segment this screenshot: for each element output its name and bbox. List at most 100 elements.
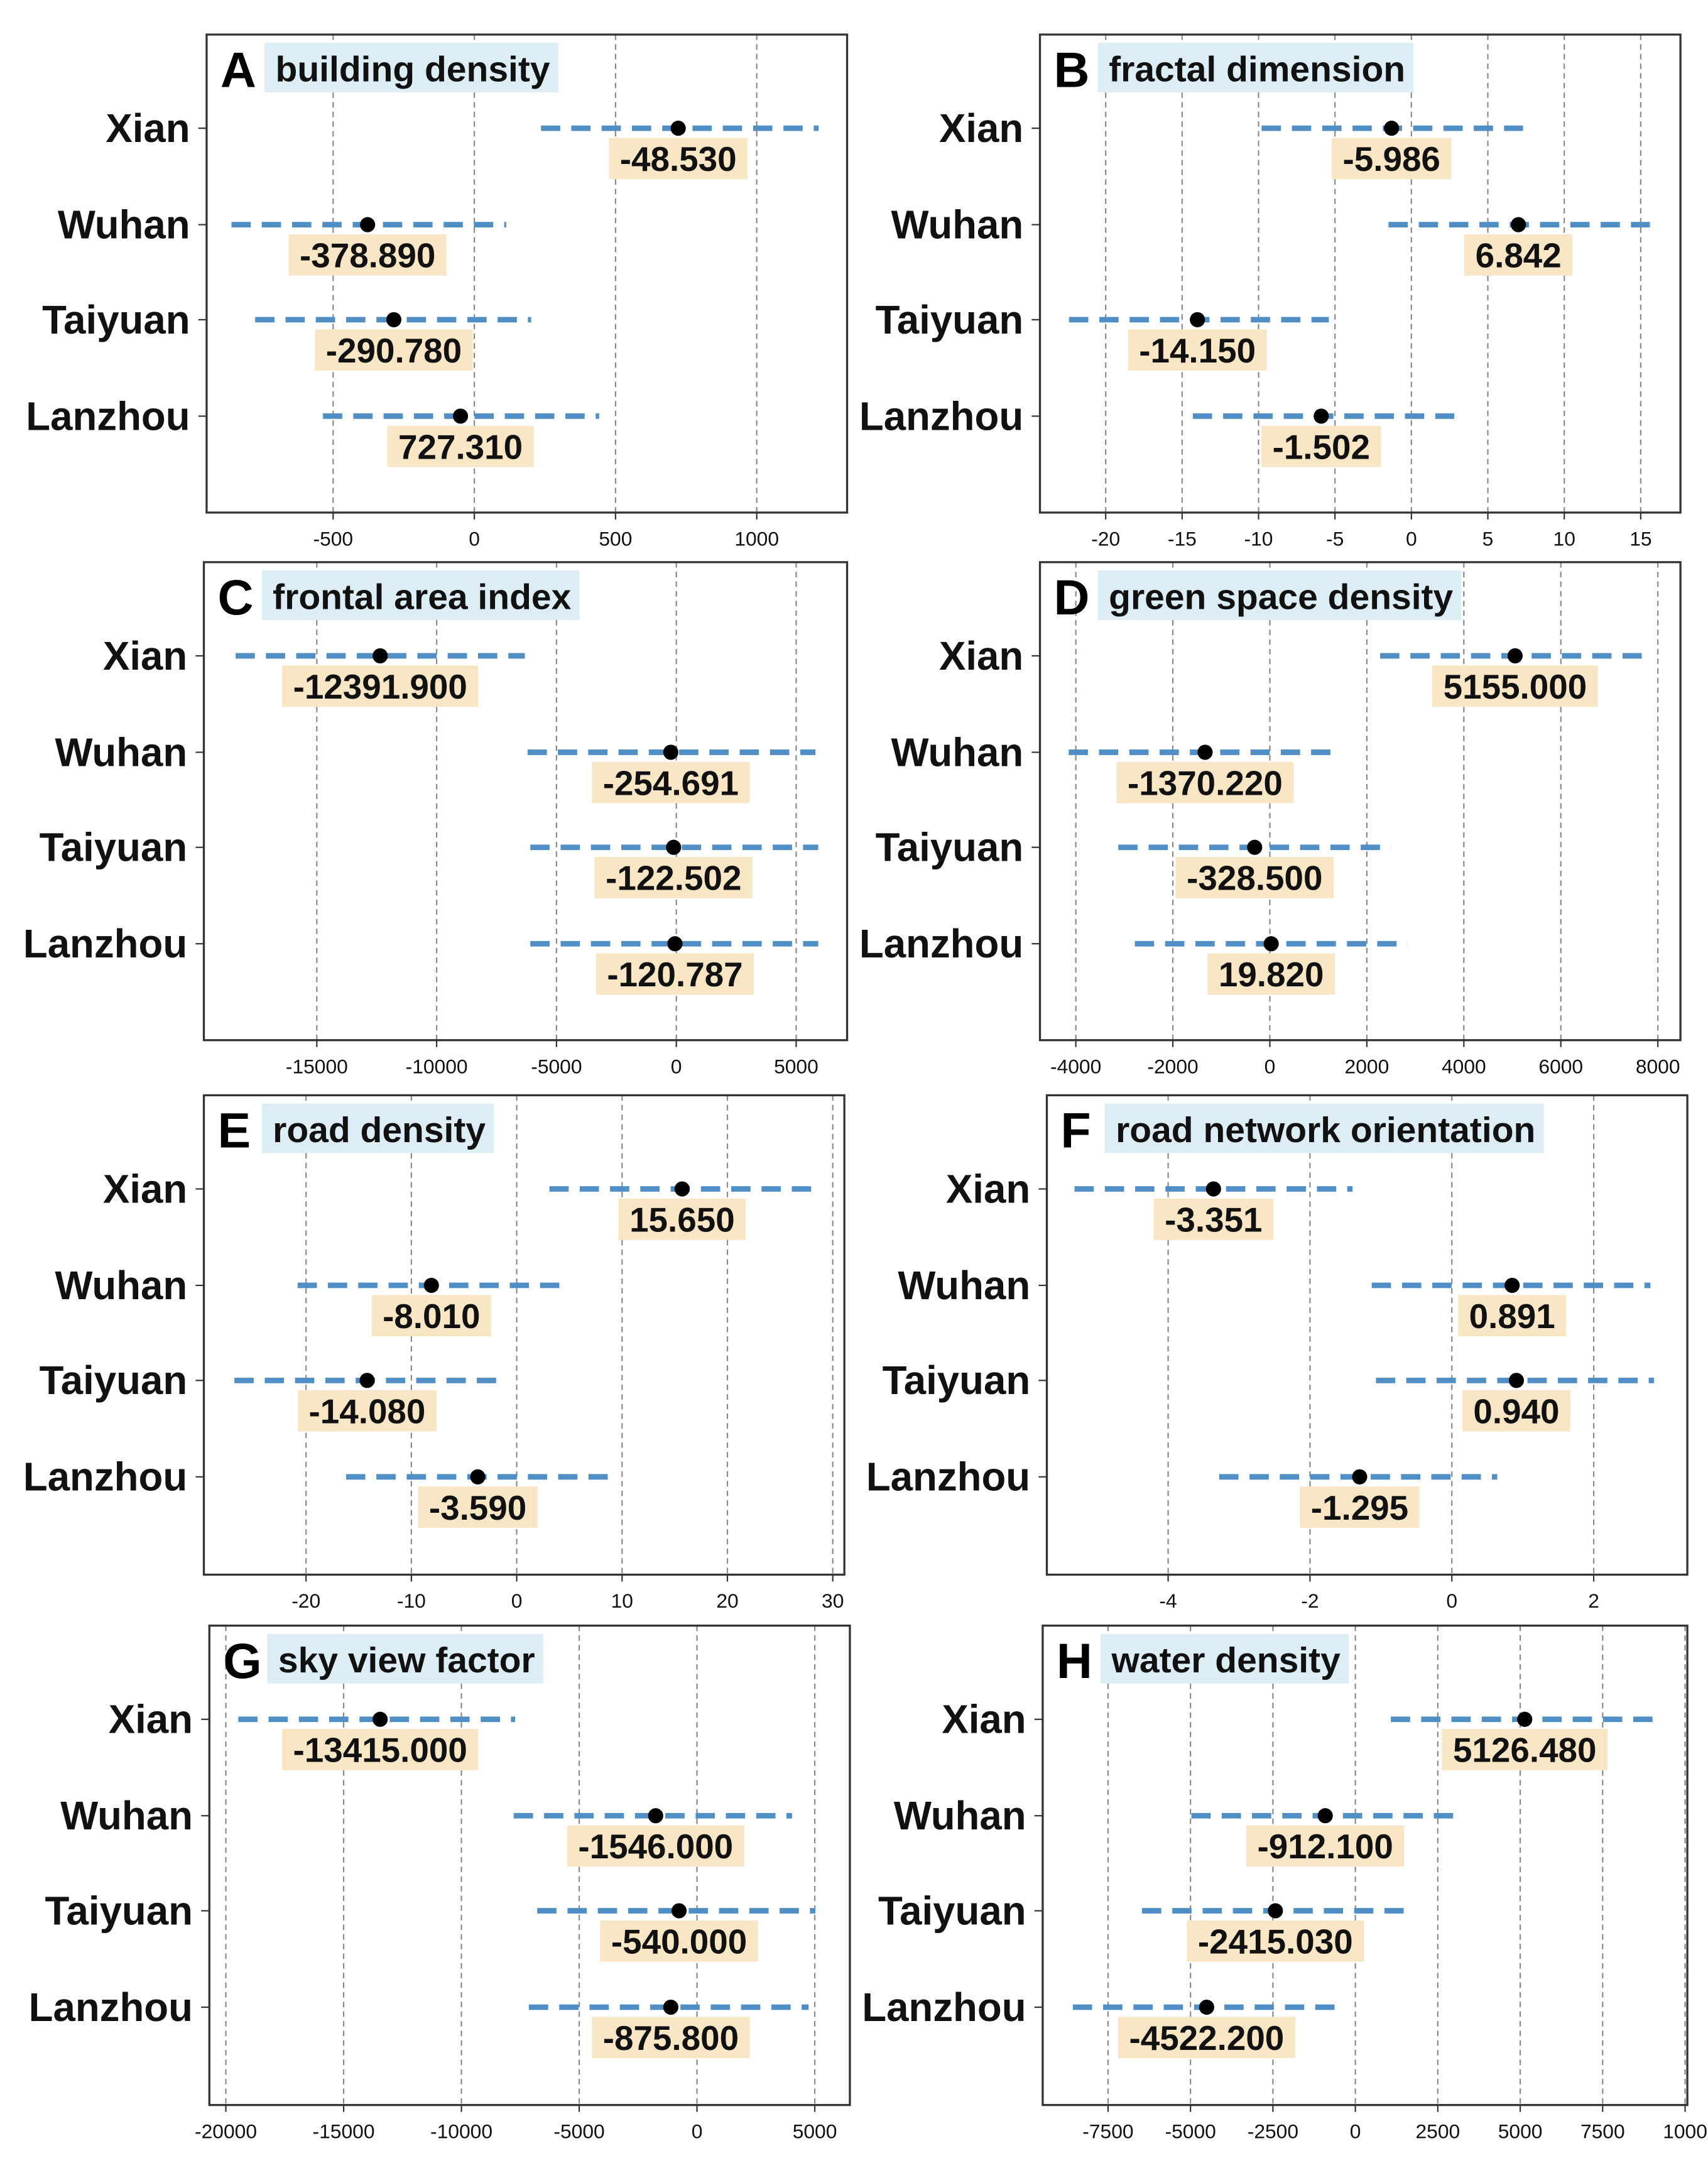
panel-title: frontal area index [273,577,571,617]
x-tick-label: 1000 [1663,2120,1707,2142]
value-label: -290.780 [326,331,462,370]
estimate-point [666,839,682,855]
value-label-background [618,1198,746,1240]
title-background [261,570,580,620]
x-tick-label: 6000 [1538,1055,1583,1077]
x-tick-label: -5000 [1165,2120,1216,2142]
estimate-point [386,312,402,327]
x-tick-label: 0 [1446,1589,1457,1612]
category-label: Wuhan [898,1263,1030,1308]
estimate-point [1197,744,1213,760]
value-label-background [1153,1198,1274,1240]
value-label: -328.500 [1187,859,1322,898]
value-label-background [609,138,748,180]
category-label: Xian [109,1697,193,1742]
category-label: Xian [939,106,1023,151]
x-tick-label: -10 [397,1589,426,1612]
x-tick-label: -20 [1091,528,1120,550]
value-label-background [1464,234,1573,276]
panel-title: green space density [1109,577,1453,617]
panel-title: road network orientation [1116,1110,1535,1150]
value-label: 5155.000 [1444,667,1587,706]
value-label-background [1462,1390,1571,1432]
title-background [1097,43,1414,93]
x-tick-label: 0 [671,1055,682,1077]
x-tick-label: -4000 [1050,1055,1101,1077]
panel-title: sky view factor [278,1640,535,1681]
category-label: Xian [103,1167,187,1211]
value-label: -1.295 [1311,1488,1408,1527]
x-tick-label: 0 [511,1589,523,1612]
x-tick-label: 0 [1350,2120,1361,2142]
panel-title: road density [273,1110,486,1150]
category-label: Xian [939,634,1023,678]
plot-frame [202,561,849,1042]
value-label: -912.100 [1258,1827,1393,1866]
estimate-point [674,1181,690,1197]
value-label: -1.502 [1273,427,1370,466]
x-tick-label: 7500 [1580,2120,1625,2142]
value-label-background [600,1920,758,1962]
estimate-point [470,1469,486,1485]
value-label-background [592,761,750,804]
value-label: -8.010 [383,1297,480,1336]
panel-letter: H [1057,1633,1092,1689]
panel-e: -20 -10 0 10 20 30 E road density Xian 15.650 Wuha… [23,1094,846,1612]
panel-letter: C [217,570,253,625]
category-label: Taiyuan [878,1888,1026,1933]
category-label: Taiyuan [876,825,1024,870]
x-tick-label: -20 [291,1589,320,1612]
value-label-background [1207,953,1335,995]
value-label-background [1187,1920,1364,1962]
category-label: Wuhan [55,1263,187,1308]
title-background [261,1103,494,1153]
category-label: Lanzhou [23,922,187,966]
value-label: 6.842 [1476,236,1562,275]
value-label: -14.150 [1139,331,1256,370]
category-label: Wuhan [891,203,1023,248]
category-label: Lanzhou [866,1455,1030,1500]
panel-letter: F [1060,1103,1091,1158]
value-label-background [1300,1486,1420,1528]
value-label-background [282,665,479,707]
estimate-point [1352,1469,1368,1485]
value-label-background [1331,138,1452,180]
panel-f: -4 -2 0 2 F road network orientation Xian -3.35… [866,1094,1689,1612]
estimate-point [1199,1999,1214,2015]
x-tick-label: 0 [692,2120,703,2142]
x-tick-label: 5000 [774,1055,819,1077]
value-label-background [418,1486,538,1528]
value-label: -1370.220 [1128,763,1283,802]
title-background [264,43,558,93]
value-label: 19.820 [1219,955,1324,994]
value-label: -3.590 [429,1488,526,1527]
x-tick-label: 0 [1265,1055,1276,1077]
estimate-point [648,1808,663,1824]
title-background [1101,1633,1349,1684]
value-label: -875.800 [603,2019,739,2057]
estimate-point [1205,1181,1221,1197]
panel-letter: A [220,42,256,97]
x-tick-label: 1000 [734,528,779,550]
category-label: Taiyuan [45,1888,193,1933]
panel-h: -7500 -5000 -2500 0 2500 5000 7500 1000 H water d… [862,1624,1707,2142]
estimate-point [1247,839,1263,855]
x-tick-label: 2500 [1416,2120,1461,2142]
value-label: -14.080 [309,1392,426,1430]
value-label: 727.310 [398,427,523,466]
estimate-point [423,1277,439,1294]
estimate-point [1517,1711,1533,1727]
value-label: -378.890 [300,236,435,275]
estimate-point [1314,408,1329,424]
panel-title: fractal dimension [1109,50,1405,90]
x-tick-label: -7500 [1082,2120,1133,2142]
value-label: -13415.000 [293,1731,467,1770]
x-tick-label: 2 [1588,1589,1599,1612]
value-label-background [1175,857,1334,898]
panel-title: water density [1111,1640,1341,1681]
value-label-background [1246,1825,1405,1867]
value-label-background [371,1295,491,1337]
plot-frame [208,1624,851,2106]
x-tick-label: -2500 [1248,2120,1298,2142]
plot-frame [205,33,849,514]
